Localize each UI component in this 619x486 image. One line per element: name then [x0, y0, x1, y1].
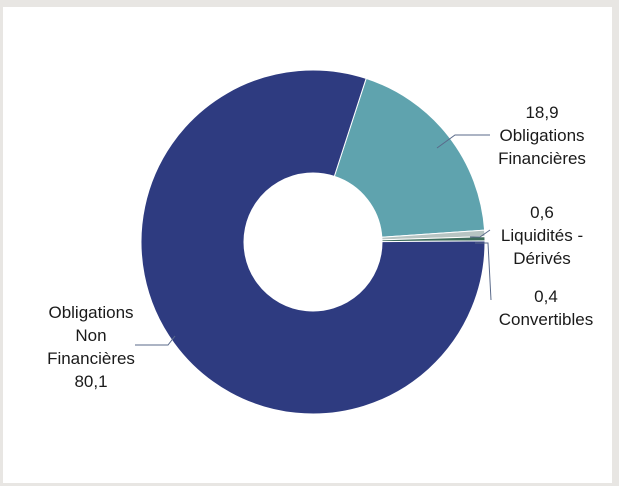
- leader-convertibles: [475, 242, 492, 301]
- data-label-name: Liquidités -: [501, 226, 583, 245]
- data-label-value: 0,6: [530, 203, 554, 222]
- data-label-name: Obligations: [499, 126, 584, 145]
- data-label-name: Convertibles: [499, 310, 594, 329]
- label-convertibles: 0,4 Convertibles: [499, 287, 594, 329]
- data-label-name: Dérivés: [513, 249, 571, 268]
- slice-obligations-financieres: [333, 77, 486, 238]
- slice-labels: 18,9 Obligations Financières 0,6 Liquidités …: [47, 103, 593, 391]
- donut-slices: [140, 69, 486, 415]
- data-label-value: 18,9: [525, 103, 558, 122]
- data-label-name: Financières: [47, 349, 135, 368]
- slice-obligations-non-financieres: [140, 69, 486, 415]
- leader-obligations-financieres: [436, 134, 490, 149]
- data-label-name: Financières: [498, 149, 586, 168]
- label-obligations-non-financieres: Obligations Non Financières 80,1: [47, 303, 135, 391]
- label-liquidites-derives: 0,6 Liquidités - Dérivés: [501, 203, 583, 268]
- data-label-name: Non: [75, 326, 106, 345]
- data-label-name: Obligations: [48, 303, 133, 322]
- data-label-value: 0,4: [534, 287, 558, 306]
- leader-lines: [135, 134, 492, 346]
- data-label-value: 80,1: [74, 372, 107, 391]
- label-obligations-financieres: 18,9 Obligations Financières: [498, 103, 586, 168]
- leader-obligations-non-financieres: [135, 335, 176, 346]
- leader-liquidites-derives: [470, 229, 491, 238]
